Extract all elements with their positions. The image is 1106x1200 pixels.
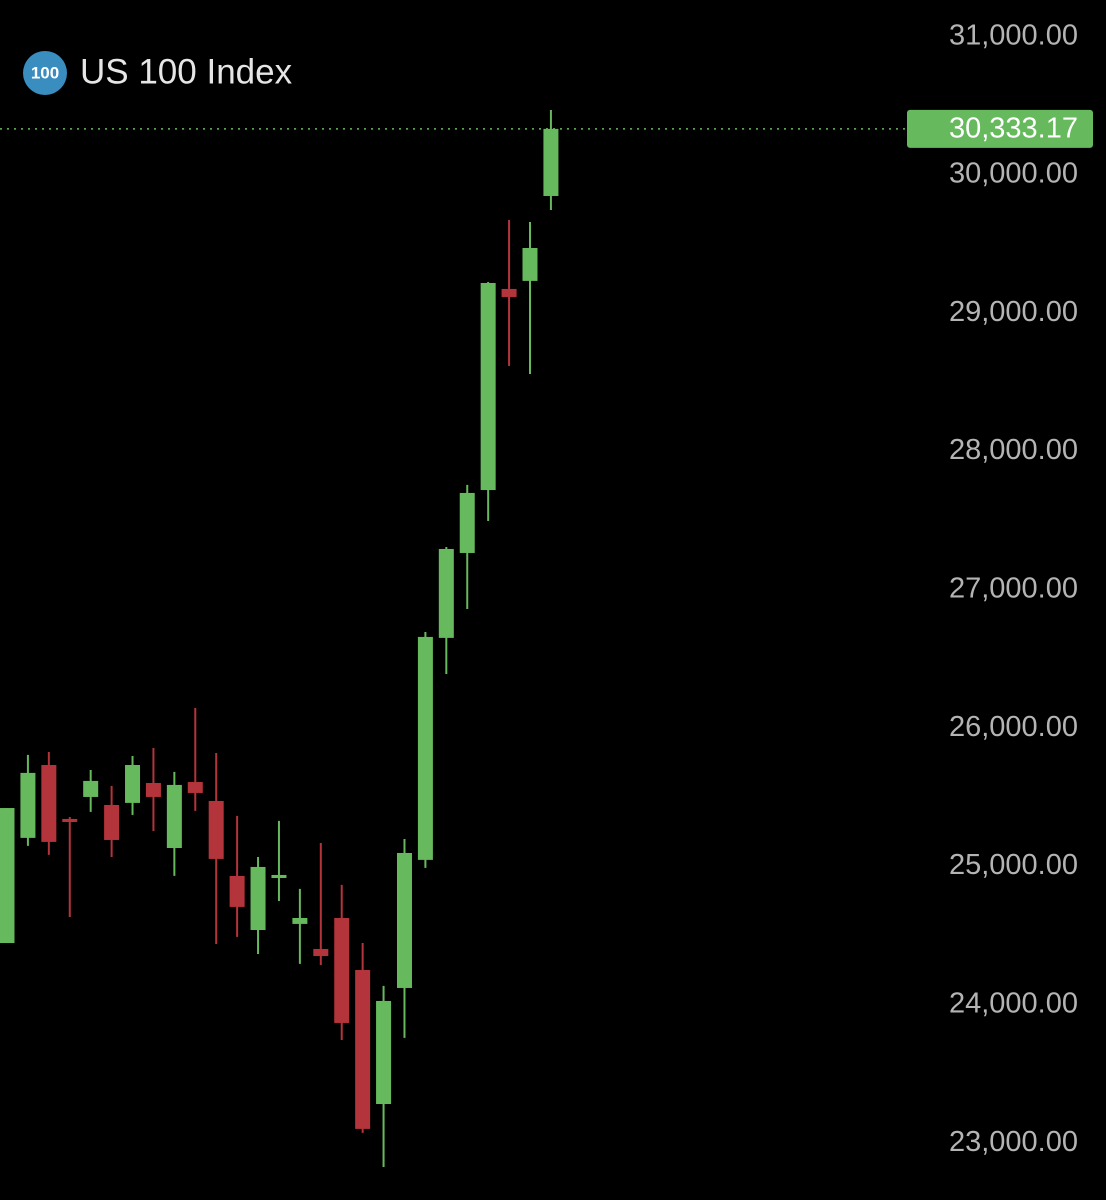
candle-body [334,917,350,1023]
candle-body [459,492,475,553]
y-tick-label: 31,000.00 [949,19,1078,51]
candle-body [187,782,203,793]
y-tick-label: 23,000.00 [949,1126,1078,1158]
y-tick-label: 25,000.00 [949,849,1078,881]
candle-body [166,784,182,848]
candle-body [355,969,371,1129]
y-tick-label: 28,000.00 [949,434,1078,466]
candle-body [229,875,245,907]
candle-body [62,818,78,822]
candle-body [20,772,36,838]
candle-body [83,780,99,797]
index-badge [23,51,67,95]
candle-body [396,852,412,988]
candle-body [376,1000,392,1105]
last-price-label: 30,333.17 [949,113,1078,145]
candle-body [41,765,57,842]
candle-body [145,782,161,797]
candle-body [522,247,538,281]
y-tick-label: 24,000.00 [949,987,1078,1019]
index-badge-label: 100 [31,63,59,82]
y-tick-label: 27,000.00 [949,573,1078,605]
candle-body [125,765,141,803]
last-price-box [907,109,1093,148]
y-tick-label: 30,000.00 [949,158,1078,190]
candle-body [438,548,454,638]
candle-body [417,636,433,860]
y-tick-label: 29,000.00 [949,296,1078,328]
candle-body [208,800,224,859]
candle-body [250,866,266,931]
candle-body [104,804,120,840]
candle-body [313,948,329,957]
chart-title: US 100 Index [80,52,293,91]
candle-body [480,282,496,491]
candle-body [543,128,559,196]
candle-body [501,288,517,297]
y-tick-label: 26,000.00 [949,711,1078,743]
candle-body [271,874,287,879]
candle-body [0,808,15,944]
candle-body [292,917,308,924]
